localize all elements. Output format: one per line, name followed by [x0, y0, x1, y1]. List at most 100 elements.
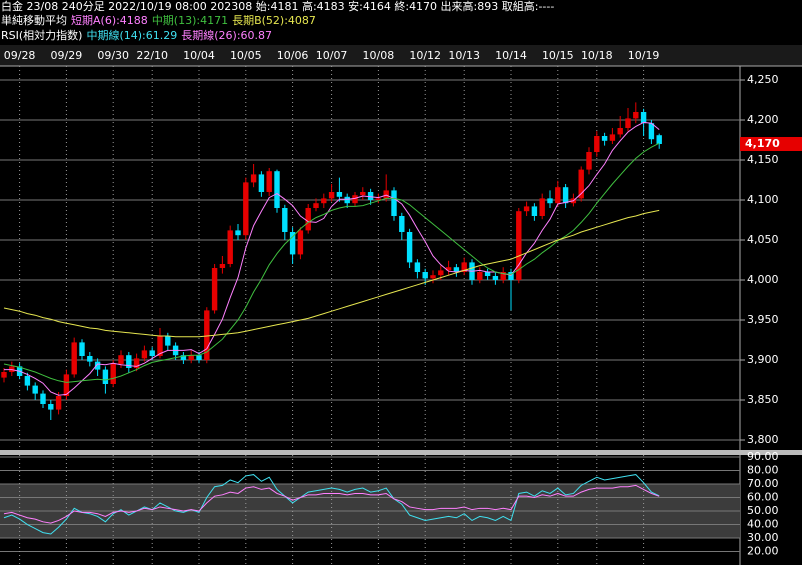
rsi-line [3, 474, 660, 535]
legend-entry: 中期線(14):61.29 [86, 28, 177, 42]
x-tick-label: 09/30 [97, 49, 129, 62]
candle-body [149, 350, 155, 356]
candle-body [336, 192, 343, 197]
candle-body [547, 198, 553, 204]
candle-body [133, 358, 140, 368]
candle-body [289, 232, 296, 255]
candle-body [383, 190, 389, 199]
y-tick-label: 4,150 [747, 153, 779, 166]
candle-body [430, 275, 436, 279]
candle-body [461, 262, 467, 272]
candle-body [227, 230, 233, 264]
candle-body [243, 182, 249, 236]
candle-body [438, 270, 444, 276]
x-tick-label: 09/28 [4, 49, 36, 62]
candle-body [219, 264, 226, 268]
candle-body [648, 123, 655, 140]
candle-body [562, 187, 569, 204]
candle-body [321, 198, 327, 204]
candle-body [48, 404, 54, 410]
x-tick-label: 10/19 [628, 49, 660, 62]
candle-body [24, 376, 31, 386]
candle-body [601, 136, 608, 141]
y-tick-label: 3,900 [747, 353, 779, 366]
candle-body [87, 356, 93, 362]
candle-body [102, 369, 109, 384]
date-bar [0, 45, 802, 66]
y-tick-label: 3,950 [747, 313, 779, 326]
candle-body [250, 174, 257, 183]
y-tick-label: 50.00 [747, 504, 779, 517]
ma-line [3, 142, 660, 383]
candle-body [633, 112, 639, 119]
candle-body [508, 272, 514, 280]
x-tick-label: 10/14 [495, 49, 527, 62]
rsi-line [3, 484, 660, 524]
candle-body [391, 190, 397, 216]
legend-entry: 短期A(6):4188 [71, 13, 148, 27]
candle-body [445, 267, 452, 271]
y-tick-label: 70.00 [747, 477, 779, 490]
candle-body [297, 230, 304, 255]
y-tick-label: 90.00 [747, 450, 779, 463]
candle-body [211, 268, 218, 311]
y-tick-label: 4,200 [747, 113, 779, 126]
candle-body [375, 198, 382, 200]
candle-body [258, 174, 265, 192]
candle-body [94, 361, 101, 370]
candle-body [640, 112, 647, 124]
candle-body [523, 206, 530, 212]
x-tick-label: 10/04 [183, 49, 215, 62]
x-tick-label: 22/10 [136, 49, 168, 62]
candle-body [180, 355, 187, 360]
candle-body [188, 355, 194, 360]
y-tick-label: 4,250 [747, 73, 779, 86]
candle-body [40, 393, 46, 404]
x-tick-label: 10/12 [409, 49, 441, 62]
candle-body [126, 355, 132, 368]
x-tick-label: 10/08 [363, 49, 395, 62]
header-line: 白金 23/08 240分足 2022/10/19 08:00 202308 始… [1, 0, 554, 13]
candle-body [492, 276, 499, 280]
candle-body [484, 272, 491, 276]
candle-body [196, 355, 202, 360]
legend-entry: 長期線(26):60.87 [181, 28, 272, 42]
y-tick-label: 4,100 [747, 193, 779, 206]
y-tick-label: 4,000 [747, 273, 779, 286]
candle-body [110, 364, 116, 384]
candle-body [539, 198, 545, 216]
ma-line [3, 209, 660, 338]
candle-body [71, 342, 77, 375]
last-price-label: 4,170 [745, 137, 780, 150]
x-tick-label: 10/13 [448, 49, 480, 62]
last-price-tag [740, 137, 802, 151]
legend-entry: 中期(13):4171 [152, 14, 228, 27]
candle-body [141, 350, 148, 359]
pane-separator [0, 450, 802, 455]
candle-body [235, 230, 241, 236]
candle-body [399, 216, 405, 232]
candle-body [414, 262, 421, 272]
x-tick-label: 10/15 [542, 49, 574, 62]
candle-body [656, 135, 662, 144]
x-tick-label: 10/07 [316, 49, 348, 62]
candle-body [594, 136, 600, 152]
x-tick-label: 10/05 [230, 49, 262, 62]
candle-body [282, 208, 288, 232]
ma-title: 単純移動平均 [1, 13, 67, 27]
rsi-title: RSI(相対力指数) [1, 28, 82, 42]
candle-body [477, 272, 483, 280]
candle-body [352, 195, 358, 204]
y-tick-label: 30.00 [747, 531, 779, 544]
candle-body [500, 272, 506, 280]
candle-body [157, 336, 163, 356]
candle-body [578, 169, 584, 199]
candle-body [422, 272, 428, 279]
candle-body [63, 374, 70, 396]
y-tick-label: 40.00 [747, 518, 779, 531]
x-tick-label: 10/06 [277, 49, 309, 62]
candle-body [118, 355, 124, 364]
y-tick-label: 60.00 [747, 491, 779, 504]
